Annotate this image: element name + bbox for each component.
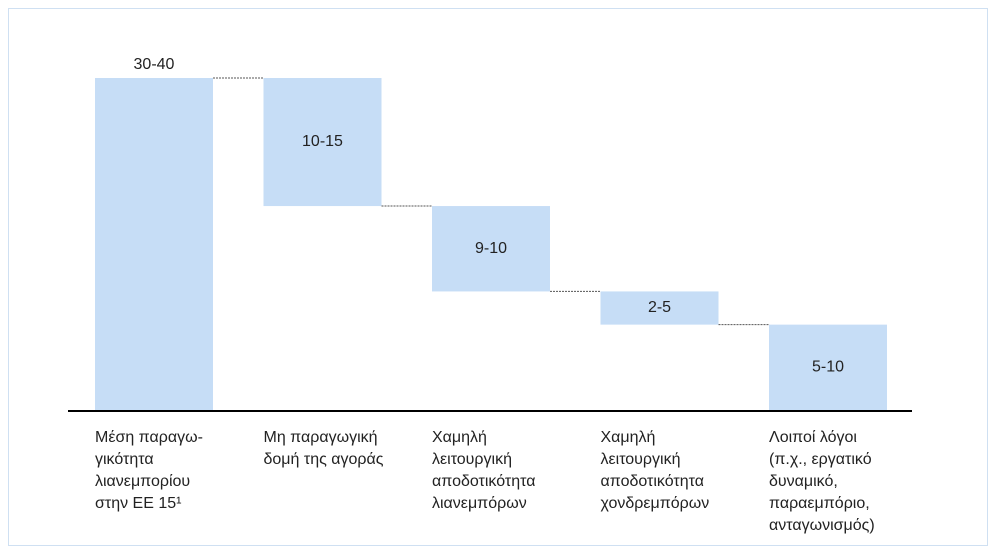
bar: [600, 291, 719, 325]
value-label: 9-10: [475, 240, 507, 257]
frame: [8, 8, 988, 546]
category-label: Χαμηλή λειτουργική αποδοτικότητα λιανεμπ…: [432, 429, 536, 512]
value-label: 30-40: [134, 56, 175, 73]
category-label: Λοιποί λόγοι (π.χ., εργατικό δυναμικό, π…: [769, 429, 875, 534]
bar: [95, 78, 213, 410]
bar: [263, 78, 382, 207]
category-label: Χαμηλή λειτουργική αποδοτικότητα χονδρεμ…: [600, 429, 710, 512]
bar: [769, 324, 887, 410]
bar: [432, 206, 550, 292]
value-label: 5-10: [812, 359, 844, 376]
value-label: 2-5: [648, 299, 671, 316]
category-label: Μη παραγωγική δομή της αγοράς: [263, 429, 384, 468]
category-label: Μέση παραγω- γικότητα λιανεμπορίου στην …: [95, 429, 203, 512]
value-label: 10-15: [302, 133, 343, 150]
